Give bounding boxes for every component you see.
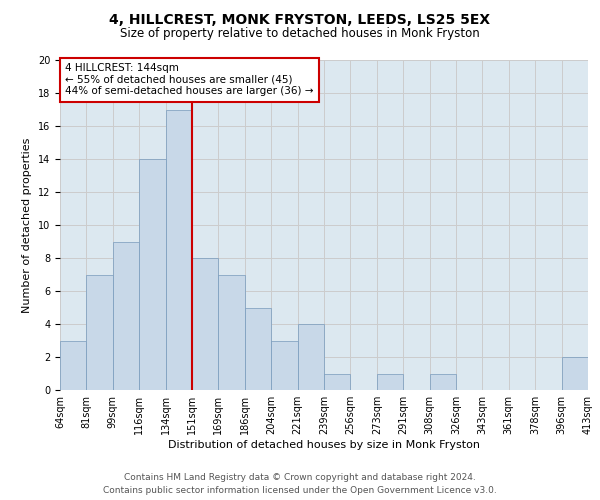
Bar xyxy=(324,374,350,390)
X-axis label: Distribution of detached houses by size in Monk Fryston: Distribution of detached houses by size … xyxy=(168,440,480,450)
Bar xyxy=(271,340,298,390)
Bar xyxy=(192,258,218,390)
Bar xyxy=(562,357,588,390)
Bar xyxy=(298,324,324,390)
Bar xyxy=(245,308,271,390)
Bar xyxy=(139,159,166,390)
Bar xyxy=(60,340,86,390)
Text: Size of property relative to detached houses in Monk Fryston: Size of property relative to detached ho… xyxy=(120,28,480,40)
Bar xyxy=(218,274,245,390)
Bar xyxy=(430,374,456,390)
Bar xyxy=(166,110,192,390)
Text: Contains HM Land Registry data © Crown copyright and database right 2024.
Contai: Contains HM Land Registry data © Crown c… xyxy=(103,474,497,495)
Bar xyxy=(86,274,113,390)
Y-axis label: Number of detached properties: Number of detached properties xyxy=(22,138,32,312)
Text: 4 HILLCREST: 144sqm
← 55% of detached houses are smaller (45)
44% of semi-detach: 4 HILLCREST: 144sqm ← 55% of detached ho… xyxy=(65,64,314,96)
Bar xyxy=(377,374,403,390)
Text: 4, HILLCREST, MONK FRYSTON, LEEDS, LS25 5EX: 4, HILLCREST, MONK FRYSTON, LEEDS, LS25 … xyxy=(109,12,491,26)
Bar xyxy=(113,242,139,390)
